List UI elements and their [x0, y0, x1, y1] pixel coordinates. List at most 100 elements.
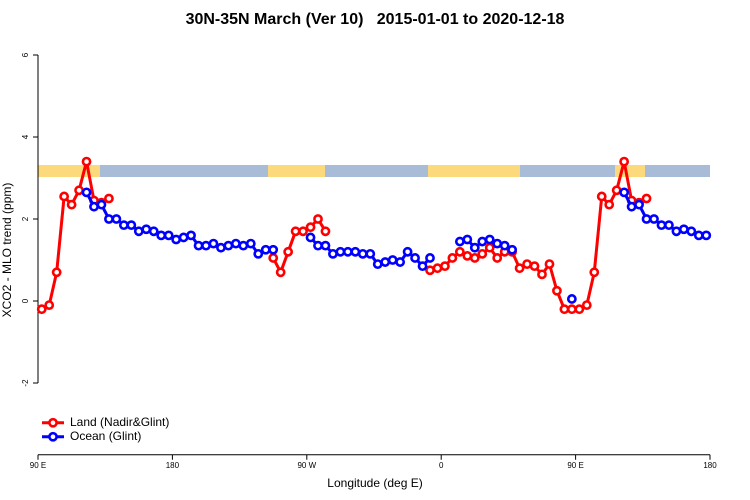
data-point — [522, 259, 532, 269]
data-point — [634, 199, 644, 210]
data-point — [678, 224, 689, 235]
data-point — [395, 257, 406, 267]
data-point — [283, 246, 294, 257]
data-point — [313, 240, 323, 251]
land-band — [38, 165, 100, 177]
data-point — [81, 156, 92, 167]
data-point — [230, 238, 241, 249]
data-point — [163, 230, 174, 241]
legend-label: Ocean (Glint) — [70, 429, 141, 443]
data-point — [425, 265, 435, 276]
data-point — [514, 263, 525, 274]
data-point — [619, 156, 630, 167]
data-point — [596, 191, 607, 202]
data-point — [484, 242, 495, 253]
data-point — [320, 226, 331, 237]
data-point — [611, 185, 622, 196]
x-axis-label: Longitude (deg E) — [327, 476, 422, 490]
data-point — [469, 242, 480, 253]
data-point — [477, 248, 488, 259]
data-point — [365, 248, 376, 259]
data-point — [313, 214, 323, 224]
data-point — [156, 230, 167, 241]
data-point — [260, 244, 271, 255]
data-point — [432, 263, 443, 274]
data-point — [118, 220, 129, 231]
data-point — [417, 261, 428, 272]
data-point — [410, 253, 420, 263]
data-point — [462, 234, 473, 245]
data-point — [701, 230, 712, 241]
data-point — [589, 267, 600, 278]
data-point — [693, 230, 704, 241]
chart-title: 30N-35N March (Ver 10) 2015-01-01 to 202… — [186, 11, 565, 28]
y-tick-label: 6 — [21, 52, 30, 57]
data-point — [89, 201, 99, 212]
data-point — [74, 185, 84, 196]
data-point — [133, 226, 144, 237]
legend-label: Land (Nadir&Glint) — [70, 415, 169, 429]
data-point — [66, 199, 77, 210]
x-tick-label: 180 — [703, 461, 717, 470]
data-point — [649, 214, 659, 224]
data-point — [51, 267, 62, 278]
data-point — [380, 257, 391, 267]
data-point — [178, 232, 189, 243]
data-point — [216, 242, 226, 253]
y-axis-label: XCO2 - MLO trend (ppm) — [0, 183, 14, 318]
data-point — [81, 187, 92, 198]
data-point — [275, 267, 286, 278]
data-point — [357, 248, 368, 259]
x-tick-label: 90 W — [297, 461, 316, 470]
legend-marker — [48, 431, 58, 442]
data-point — [104, 193, 114, 204]
land-ocean-mask — [38, 165, 710, 177]
data-point — [268, 244, 279, 255]
data-point — [656, 220, 667, 231]
y-tick-label: -2 — [21, 379, 30, 387]
data-point — [425, 253, 435, 263]
data-point — [201, 240, 211, 251]
data-point — [492, 253, 503, 263]
data-point — [492, 238, 503, 249]
data-point — [208, 238, 219, 249]
data-point — [686, 226, 697, 237]
data-point — [268, 253, 279, 263]
land-band — [268, 165, 325, 177]
data-point — [566, 294, 577, 304]
y-tick-label: 0 — [21, 298, 30, 303]
y-tick-label: 4 — [21, 134, 30, 139]
data-point — [126, 220, 137, 231]
data-point — [440, 261, 450, 272]
data-point — [619, 187, 630, 198]
data-point — [559, 304, 570, 315]
x-tick-label: 90 E — [30, 461, 46, 470]
data-point — [148, 226, 159, 237]
data-point — [186, 230, 196, 241]
data-point — [402, 246, 413, 257]
data-point — [342, 246, 353, 257]
data-point — [499, 240, 510, 251]
data-point — [171, 234, 182, 245]
data-point — [604, 199, 615, 210]
data-point — [462, 250, 473, 261]
data-point — [641, 193, 652, 204]
data-point — [141, 224, 152, 235]
x-tick-label: 0 — [439, 461, 444, 470]
data-point — [290, 226, 301, 237]
data-point — [96, 199, 107, 210]
data-point — [454, 246, 465, 257]
data-point — [223, 240, 234, 251]
data-point — [544, 259, 555, 269]
data-point — [59, 191, 70, 202]
data-point — [507, 244, 518, 255]
data-point — [537, 269, 547, 280]
data-point — [245, 238, 256, 249]
data-point — [320, 240, 331, 251]
data-point — [566, 304, 577, 315]
data-point — [581, 300, 592, 310]
data-point — [104, 214, 114, 224]
x-tick-label: 180 — [166, 461, 180, 470]
ocean-band — [38, 165, 710, 177]
